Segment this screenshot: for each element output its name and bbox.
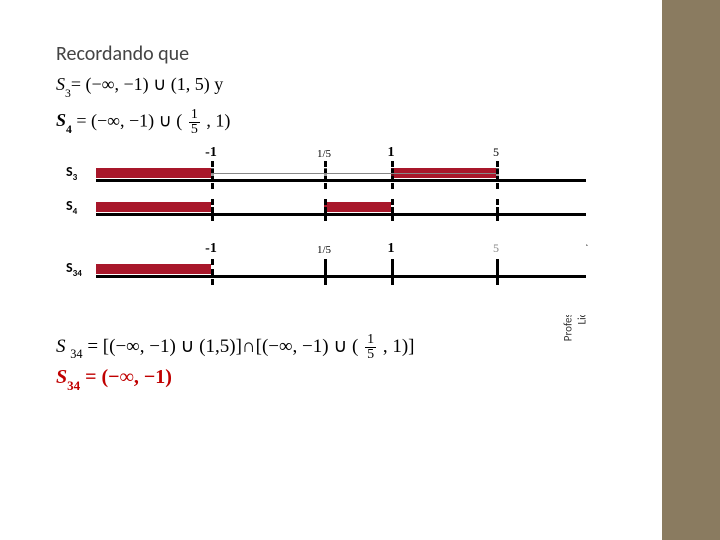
- tick-s34-neg1: [211, 259, 214, 285]
- seg-s4-mid: [324, 202, 391, 212]
- fraction-1-5-b: 15: [365, 333, 376, 362]
- label-fifth-top: 1/5: [317, 148, 331, 160]
- tick-s4-one: [391, 199, 394, 221]
- label-neg1-bot: -1: [205, 241, 217, 257]
- axis-s3: [96, 179, 586, 182]
- eq1-rhs: = (−∞, −1) ∪ (1, 5) y: [71, 74, 223, 94]
- tick-s3-fifth: [324, 161, 327, 189]
- tick-s4-five: [496, 199, 499, 221]
- label-fifth-bot: 1/5: [317, 244, 331, 256]
- equation-s4: S4 = (−∞, −1) ∪ ( 15 , 1): [56, 108, 616, 137]
- label-neg1-top: -1: [205, 145, 217, 161]
- label-five-top: 5: [493, 145, 499, 160]
- equation-result: S34 = (−∞, −1): [56, 366, 616, 392]
- label-five-bot: 5: [493, 241, 499, 256]
- tick-s34-one: [391, 259, 394, 285]
- equation-s3: S3= (−∞, −1) ∪ (1, 5) y: [56, 74, 616, 98]
- tick-s3-neg1: [211, 161, 214, 189]
- right-color-band: [662, 0, 720, 540]
- tick-s4-neg1: [211, 199, 214, 221]
- eq2-rhs2: , 1): [202, 110, 231, 130]
- tick-s3-one: [391, 161, 394, 189]
- number-line-diagram: -1 1/5 1 5 S3 S4 -1 1/5 1 5 S34: [56, 145, 586, 315]
- eq4-rhs: = (−∞, −1): [80, 366, 172, 388]
- eq3-rhs2: , 1)]: [378, 335, 414, 356]
- main-content: Recordando que S3= (−∞, −1) ∪ (1, 5) y S…: [56, 42, 616, 396]
- seg-s34-left: [96, 264, 211, 274]
- tick-s4-fifth: [324, 199, 327, 221]
- heading-text: Recordando que: [56, 42, 616, 66]
- tick-s3-five: [496, 161, 499, 189]
- label-one-bot: 1: [388, 241, 395, 257]
- eq2-rhs: = (−∞, −1) ∪ (: [72, 110, 187, 130]
- label-one-top: 1: [388, 145, 395, 161]
- seg-s3-left: [96, 168, 211, 178]
- tick-s34-fifth: [324, 259, 327, 285]
- row-label-s34: S34: [66, 259, 82, 279]
- equation-s34-full: S 34 = [(−∞, −1) ∪ (1,5)]∩[(−∞, −1) ∪ ( …: [56, 333, 616, 362]
- row-label-s3: S3: [66, 163, 77, 183]
- fraction-1-5: 15: [189, 108, 200, 137]
- axis-s34: [96, 275, 586, 278]
- axis-s4: [96, 213, 586, 216]
- seg-s4-left: [96, 202, 211, 212]
- eq3-rhs: = [(−∞, −1) ∪ (1,5)]∩[(−∞, −1) ∪ (: [83, 335, 363, 356]
- guide-line: [211, 173, 496, 174]
- tick-s34-five: [496, 259, 499, 285]
- row-label-s4: S4: [66, 197, 77, 217]
